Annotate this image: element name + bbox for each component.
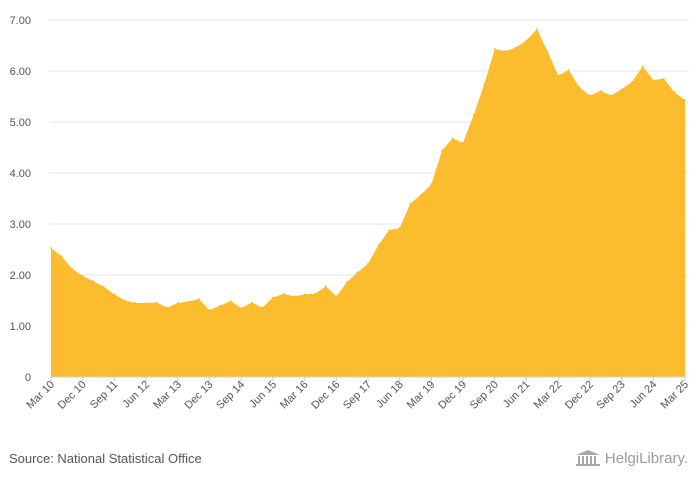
data-point [441, 149, 443, 152]
data-point [462, 142, 464, 144]
y-tick-label: 6.00 [10, 66, 31, 78]
y-tick-label: 1.00 [10, 321, 31, 333]
data-point [250, 301, 253, 304]
x-tick-label: Mar 25 [658, 379, 691, 412]
data-point [641, 65, 644, 68]
area-fill [51, 29, 685, 378]
x-tick-label: Dec 19 [436, 379, 469, 412]
data-point [377, 244, 380, 246]
area-series [50, 28, 686, 378]
data-point [578, 86, 581, 89]
data-point [92, 280, 95, 282]
data-point [134, 302, 137, 304]
data-point [81, 275, 84, 277]
y-tick-label: 0 [25, 372, 31, 384]
x-tick-label: Dec 22 [563, 379, 596, 412]
data-point [557, 74, 559, 77]
data-point [494, 48, 496, 50]
y-tick-label: 2.00 [10, 270, 31, 282]
y-tick-label: 5.00 [10, 117, 31, 129]
data-point [113, 293, 116, 296]
x-tick-label: Mar 16 [278, 379, 311, 412]
y-tick-label: 7.00 [10, 15, 31, 27]
library-building-icon [575, 450, 600, 466]
data-point [124, 299, 126, 302]
data-point [367, 262, 369, 265]
data-point [187, 300, 190, 303]
x-tick-label: Jun 18 [374, 379, 406, 411]
data-point [346, 281, 348, 283]
data-point [430, 183, 433, 186]
y-axis: 0 1.00 2.00 3.00 4.00 5.00 6.00 7.00 [10, 15, 31, 384]
data-point [71, 268, 73, 270]
data-point [293, 295, 295, 298]
data-point [652, 79, 655, 81]
data-point [536, 28, 538, 30]
data-point [388, 229, 390, 231]
data-point [673, 91, 676, 94]
x-tick-label: Jun 15 [247, 379, 279, 411]
data-point [240, 307, 242, 309]
data-point [684, 99, 686, 101]
data-point [409, 202, 412, 205]
data-point [356, 271, 359, 274]
x-tick-label: Dec 13 [182, 379, 215, 412]
data-point [589, 94, 591, 97]
x-tick-label: Dec 10 [56, 379, 89, 412]
data-point [504, 50, 507, 52]
x-tick-label: Dec 16 [309, 379, 342, 412]
x-tick-label: Jun 12 [120, 379, 152, 411]
source-note: Source: National Statistical Office [9, 451, 202, 466]
data-point [198, 298, 200, 300]
data-point [631, 80, 633, 83]
data-point [261, 306, 264, 309]
data-point [324, 285, 327, 288]
area-chart: 0 1.00 2.00 3.00 4.00 5.00 6.00 7.00 Mar 10Dec … [10, 15, 692, 412]
y-tick-label: 4.00 [10, 168, 31, 180]
data-point [420, 194, 422, 196]
x-tick-label: Mar 19 [405, 379, 438, 412]
data-point [483, 83, 486, 86]
x-tick-label: Sep 23 [595, 379, 628, 412]
x-tick-label: Jun 24 [628, 379, 660, 411]
y-tick-label: 3.00 [10, 219, 31, 231]
data-point [145, 302, 147, 304]
data-point [50, 247, 52, 249]
data-point [610, 94, 612, 97]
data-point [599, 90, 602, 92]
data-point [177, 302, 179, 304]
data-point [103, 285, 105, 288]
data-point [272, 296, 274, 299]
data-point [663, 77, 665, 80]
data-point [314, 293, 316, 295]
brand-name: HelgiLibrary. [604, 449, 688, 467]
data-point [472, 114, 475, 116]
data-point [525, 39, 528, 42]
data-point [282, 293, 285, 295]
data-point [620, 88, 623, 91]
x-tick-label: Jun 21 [501, 379, 533, 411]
data-point [335, 295, 338, 298]
brand-logo[interactable]: HelgiLibrary. [575, 449, 688, 467]
data-point [398, 227, 401, 229]
x-tick-label: Mar 13 [151, 379, 184, 412]
data-point [567, 69, 570, 71]
data-point [60, 255, 63, 257]
x-tick-label: Sep 17 [341, 379, 374, 412]
data-point [219, 304, 221, 307]
data-point [546, 50, 549, 53]
data-point [451, 137, 454, 140]
data-point [515, 46, 517, 49]
data-point [303, 293, 306, 296]
x-tick-label: Mar 22 [532, 379, 565, 412]
x-tick-label: Sep 11 [88, 379, 121, 412]
data-point [208, 309, 211, 311]
data-point [166, 306, 169, 309]
data-point [155, 301, 158, 304]
data-point [229, 300, 232, 302]
x-tick-label: Sep 14 [214, 379, 247, 412]
x-tick-label: Sep 20 [468, 379, 501, 412]
